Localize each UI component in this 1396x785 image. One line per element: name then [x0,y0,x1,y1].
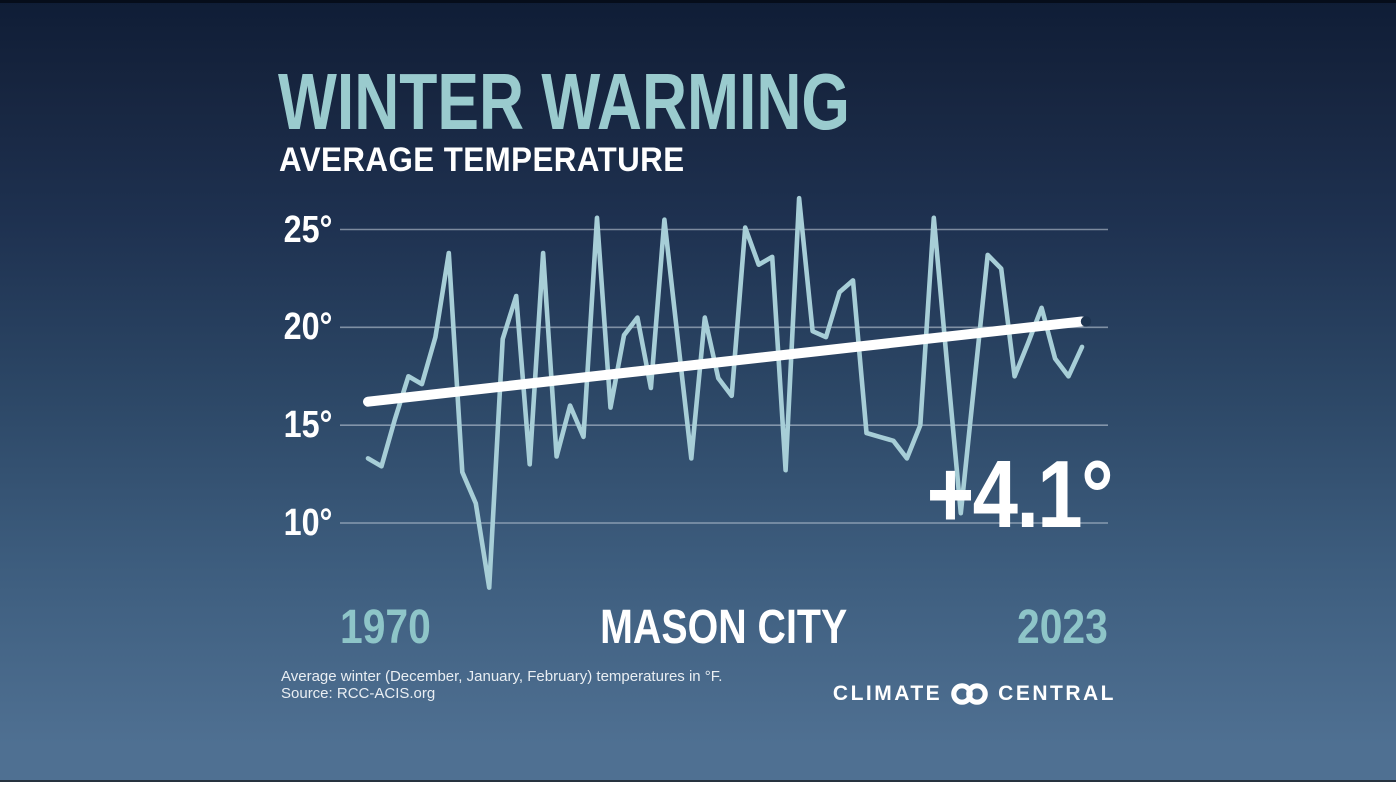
y-tick-label: 10° [283,502,332,544]
x-axis-start-year: 1970 [340,601,431,654]
interlocking-rings-icon [951,683,988,705]
climate-central-logo: CLIMATE CENTRAL [833,682,1116,706]
y-tick-label: 25° [283,208,332,251]
bottom-divider [0,780,1396,782]
temperature-line [365,195,1085,590]
trend-line [363,316,1087,407]
y-tick-label: 20° [283,306,332,349]
trend-delta-annotation: +4.1° [926,441,1114,548]
logo-word-climate: CLIMATE [832,682,943,705]
page-subtitle: AVERAGE TEMPERATURE [279,141,685,179]
x-axis-end-year: 2023 [1017,601,1108,654]
location-label: MASON CITY [600,601,848,654]
page-title: WINTER WARMING [278,57,850,146]
trend-endpoint-dot [1080,316,1092,327]
y-tick-label: 15° [283,404,332,447]
footnote: Average winter (December, January, Febru… [281,668,723,702]
logo-word-central: CENTRAL [998,682,1116,705]
top-border [0,0,1396,3]
footnote-line-2: Source: RCC-ACIS.org [281,684,436,702]
bottom-border [0,782,1396,785]
footnote-line-1: Average winter (December, January, Febru… [281,668,723,685]
